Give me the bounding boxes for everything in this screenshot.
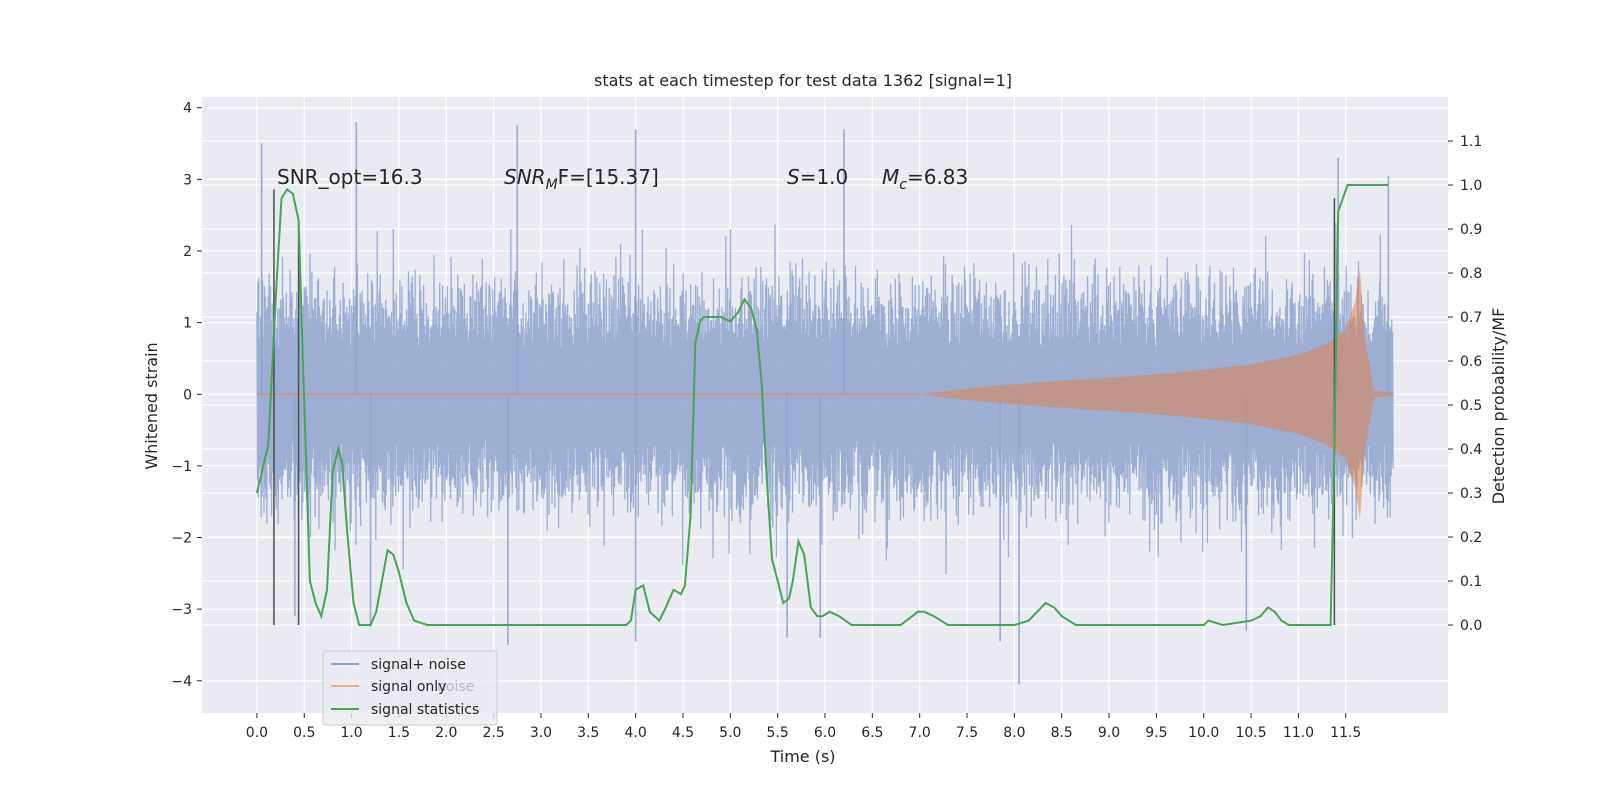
y-tick-label: 4 <box>183 101 192 117</box>
x-axis-label: Time (s) <box>769 747 835 766</box>
x-tick-label: 8.5 <box>1051 725 1073 741</box>
x-tick-label: 11.5 <box>1330 725 1361 741</box>
annotation-snr-mf-sub: M <box>546 177 558 193</box>
y-tick-label: −1 <box>171 459 192 475</box>
x-tick-label: 5.5 <box>767 725 789 741</box>
x-tick-label: 4.5 <box>672 725 694 741</box>
y-tick-label: −3 <box>171 602 192 618</box>
x-tick-label: 7.0 <box>909 725 931 741</box>
y-tick-label: 2 <box>183 244 192 260</box>
y-right-tick-label: 0.0 <box>1460 618 1482 634</box>
y-tick-label: 0 <box>183 387 192 403</box>
annotation-snr-mf-main: SNR <box>504 165 546 189</box>
legend-box <box>322 650 498 726</box>
x-tick-label: 10.5 <box>1235 725 1266 741</box>
y-right-tick-label: 0.4 <box>1460 442 1482 458</box>
annotation-snr-mf-rest: F=[15.37] <box>558 165 659 189</box>
x-tick-label: 2.5 <box>482 725 504 741</box>
y-right-tick-label: 0.3 <box>1460 486 1482 502</box>
x-tick-label: 0.5 <box>293 725 315 741</box>
y-right-tick-label: 0.9 <box>1460 222 1482 238</box>
x-tick-label: 8.0 <box>1003 725 1025 741</box>
legend-label-signal-statistics: signal statistics <box>371 702 479 718</box>
legend-label-signal-only: signal only <box>371 679 446 695</box>
x-tick-label: 3.5 <box>577 725 599 741</box>
x-tick-label: 11.0 <box>1283 725 1314 741</box>
annotation-s: S=1.0 <box>787 165 848 189</box>
x-tick-label: 7.5 <box>956 725 978 741</box>
x-tick-label: 6.0 <box>814 725 836 741</box>
x-tick-label: 0.0 <box>246 725 268 741</box>
y-right-tick-label: 0.8 <box>1460 266 1482 282</box>
series-signal-statistics <box>255 184 1389 627</box>
y-right-tick-label: 0.5 <box>1460 398 1482 414</box>
series-signal-only <box>919 268 1394 520</box>
x-tick-label: 1.5 <box>388 725 410 741</box>
legend-ghost-text: noise <box>437 679 474 695</box>
y-axis-label: Whitened strain <box>142 342 161 469</box>
series-signal-noise <box>256 222 1394 575</box>
y-right-tick-label: 0.1 <box>1460 574 1482 590</box>
annotations: SNR_opt=16.3 SNRMF=[15.37] S=1.0 Mc=6.83 <box>277 165 968 193</box>
y-right-tick-label: 0.2 <box>1460 530 1482 546</box>
x-tick-label: 9.5 <box>1145 725 1167 741</box>
annotation-mc-rest: =6.83 <box>907 165 968 189</box>
annotation-mc-sub: c <box>899 177 907 193</box>
y-tick-label: −2 <box>171 531 192 547</box>
legend-label-signal-noise: signal+ noise <box>371 657 466 673</box>
annotation-mc: Mc=6.83 <box>882 165 968 193</box>
x-tick-label: 6.5 <box>861 725 883 741</box>
y-right-tick-label: 1.0 <box>1460 178 1482 194</box>
y-tick-label: 1 <box>183 316 192 332</box>
annotation-s-rest: =1.0 <box>800 165 849 189</box>
signal-statistics-layer <box>255 184 1389 627</box>
annotation-snr-opt: SNR_opt=16.3 <box>277 165 423 189</box>
annotation-mc-main: M <box>882 165 899 189</box>
x-tick-label: 5.0 <box>719 725 741 741</box>
series-layer <box>256 122 1394 685</box>
x-tick-label: 2.0 <box>435 725 457 741</box>
y-tick-label: 3 <box>183 172 192 188</box>
x-tick-label: 9.0 <box>1098 725 1120 741</box>
x-tick-label: 4.0 <box>625 725 647 741</box>
x-tick-label: 3.0 <box>530 725 552 741</box>
annotation-snr-mf: SNRMF=[15.37] <box>504 165 659 193</box>
y-right-tick-label: 1.1 <box>1460 134 1482 150</box>
y-right-tick-label: 0.6 <box>1460 354 1482 370</box>
chart-title: stats at each timestep for test data 136… <box>594 71 1012 90</box>
x-tick-label: 1.0 <box>340 725 362 741</box>
y-tick-label: −4 <box>171 674 192 690</box>
annotation-s-main: S <box>787 165 800 189</box>
x-tick-label: 10.0 <box>1188 725 1219 741</box>
legend: noise signal+ noise signal only signal s… <box>322 650 498 726</box>
y-right-tick-label: 0.7 <box>1460 310 1482 326</box>
axes-ticks: 0.0 0.5 1.0 1.5 2.0 2.5 3.0 3.5 4.0 4.5 5.0 5.5 6.0 6… <box>171 101 1482 741</box>
y-right-axis-label: Detection probability/MF <box>1489 308 1508 505</box>
